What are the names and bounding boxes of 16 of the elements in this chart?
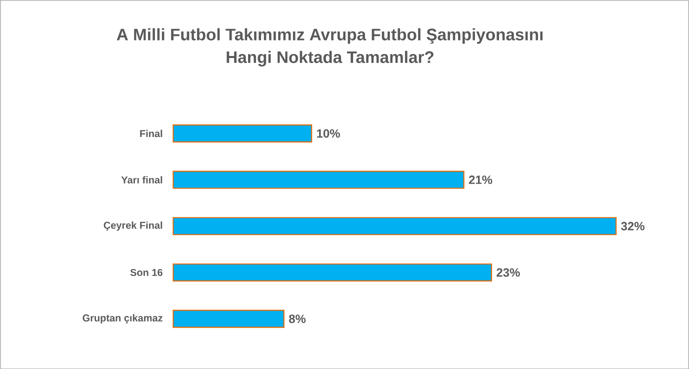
data-label: 21% xyxy=(468,175,492,184)
data-label: 8% xyxy=(289,314,306,323)
bar xyxy=(172,170,464,189)
y-tick-label: Yarı final xyxy=(121,176,162,184)
y-tick-label: Son 16 xyxy=(130,268,162,276)
y-tick-label: Gruptan çıkamaz xyxy=(82,314,162,324)
chart-title: A Milli Futbol Takımımız Avrupa Futbol Şampiyonasını Hangi Noktada Tamamlar? xyxy=(116,28,543,66)
bar xyxy=(172,124,312,142)
data-label: 23% xyxy=(496,268,520,277)
y-tick-label: Çeyrek Final xyxy=(104,221,162,231)
data-label: 10% xyxy=(317,129,340,138)
data-label: 32% xyxy=(621,222,644,230)
bar xyxy=(172,216,617,235)
bar xyxy=(172,263,492,282)
bar xyxy=(172,310,284,328)
y-tick-label: Final xyxy=(140,130,162,137)
